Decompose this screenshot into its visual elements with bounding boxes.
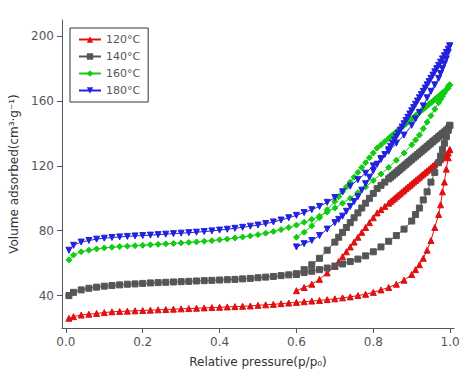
svg-text:Volume adsorbed(cm³·g⁻¹): Volume adsorbed(cm³·g⁻¹) [7, 94, 21, 254]
svg-text:120: 120 [31, 159, 54, 173]
svg-text:120°C: 120°C [106, 33, 140, 46]
svg-text:140°C: 140°C [106, 50, 140, 63]
svg-text:200: 200 [31, 29, 54, 43]
svg-text:0.4: 0.4 [210, 335, 229, 349]
svg-text:80: 80 [39, 224, 54, 238]
svg-text:160: 160 [31, 94, 54, 108]
svg-text:40: 40 [39, 289, 54, 303]
svg-text:160°C: 160°C [106, 67, 140, 80]
svg-text:0.2: 0.2 [133, 335, 152, 349]
svg-text:0.0: 0.0 [56, 335, 75, 349]
svg-text:180°C: 180°C [106, 84, 140, 97]
svg-text:0.6: 0.6 [287, 335, 306, 349]
svg-text:1.0: 1.0 [441, 335, 460, 349]
svg-text:Relative pressure(p/p₀): Relative pressure(p/p₀) [189, 355, 327, 369]
svg-text:0.8: 0.8 [364, 335, 383, 349]
